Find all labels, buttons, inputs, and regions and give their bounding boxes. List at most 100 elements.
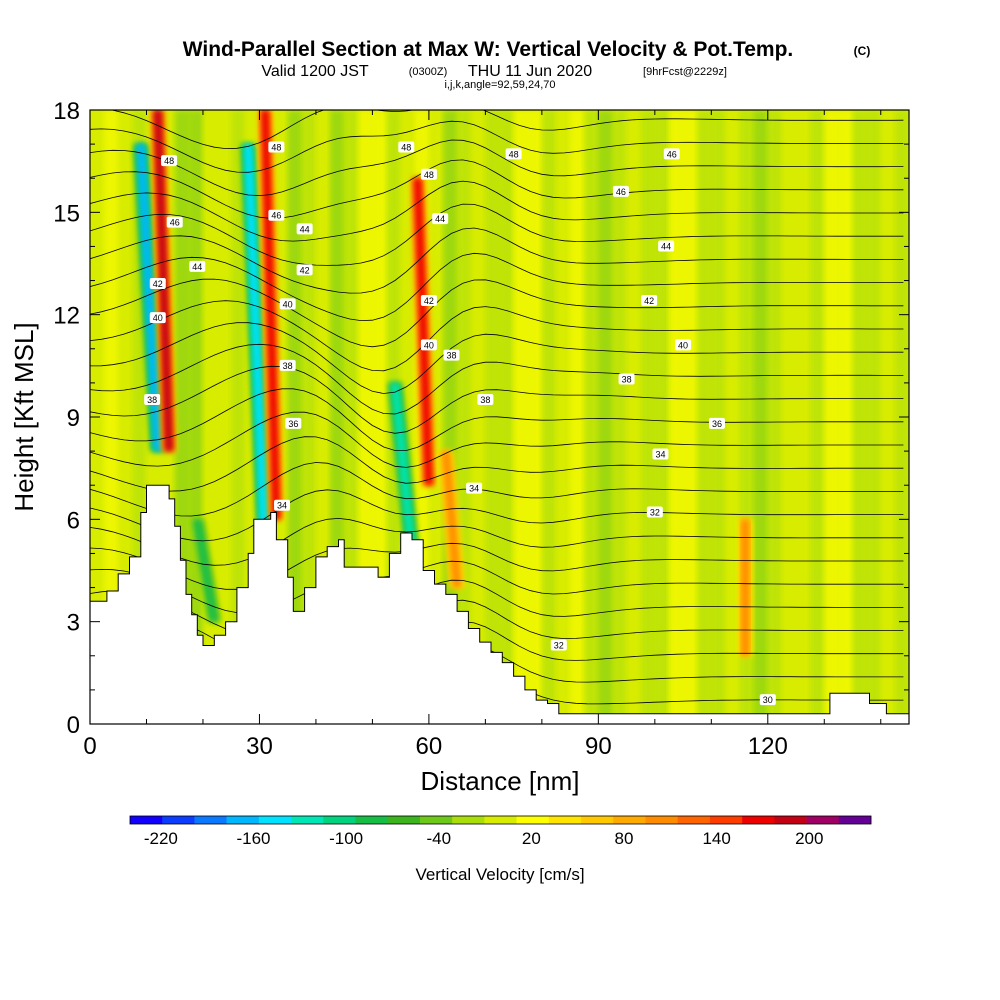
colorbar-tick-label: 20 bbox=[522, 829, 541, 848]
x-tick-label: 30 bbox=[246, 733, 273, 760]
isentrope-label: 40 bbox=[420, 339, 437, 351]
downdraft-core bbox=[193, 519, 219, 622]
isentrope-label-text: 42 bbox=[644, 296, 654, 306]
velocity-field: 48 46 44 42 40 38 48 46 44 42 40 38 36 34 48 48 44 42 40 38… bbox=[90, 110, 909, 724]
field-band bbox=[880, 110, 896, 724]
isentrope-label-text: 44 bbox=[192, 262, 202, 272]
isentrope-label-text: 44 bbox=[300, 224, 310, 234]
isentrope-label-text: 48 bbox=[164, 156, 174, 166]
isentrope-label: 38 bbox=[477, 393, 494, 405]
x-tick-label: 90 bbox=[585, 733, 612, 760]
updraft-core bbox=[741, 519, 750, 656]
updraft-core bbox=[441, 451, 462, 588]
isentrope-label: 36 bbox=[708, 417, 725, 429]
colorbar-swatch bbox=[484, 816, 517, 824]
colorbar-swatch bbox=[130, 816, 163, 824]
subtitle-indices: i,j,k,angle=92,59,24,70 bbox=[444, 79, 555, 91]
isentrope-label: 32 bbox=[646, 506, 663, 518]
potential-temperature-contours: 48 46 44 42 40 38 48 46 44 42 40 38 36 34 48 48 44 42 40 38… bbox=[90, 110, 904, 724]
isentrope-label: 42 bbox=[149, 277, 166, 289]
isentrope-label-text: 40 bbox=[153, 313, 163, 323]
isentrope-line bbox=[90, 343, 904, 415]
isentrope-label: 34 bbox=[466, 482, 483, 494]
isentrope-line bbox=[109, 110, 904, 150]
colorbar-swatch bbox=[742, 816, 775, 824]
colorbar-swatch bbox=[291, 816, 324, 824]
colorbar-swatch bbox=[355, 816, 389, 824]
field-band bbox=[781, 110, 797, 724]
isentrope-label-text: 42 bbox=[300, 265, 310, 275]
isentrope-line bbox=[90, 278, 904, 348]
isentrope-label-text: 42 bbox=[424, 296, 434, 306]
chart-title: Wind-Parallel Section at Max W: Vertical… bbox=[183, 38, 794, 61]
isentrope-label: 46 bbox=[612, 185, 629, 197]
colorbar-swatch bbox=[709, 816, 743, 824]
colorbar-swatch bbox=[645, 816, 678, 824]
y-tick-label: 6 bbox=[67, 507, 80, 534]
colorbar-tick-label: -220 bbox=[144, 829, 178, 848]
updraft-core bbox=[413, 178, 433, 486]
field-band bbox=[838, 110, 854, 724]
isentrope-line bbox=[90, 159, 904, 219]
isentrope-line bbox=[90, 180, 904, 242]
isentrope-label: 38 bbox=[144, 393, 161, 405]
isentrope-label-text: 42 bbox=[153, 279, 163, 289]
field-band bbox=[555, 110, 571, 724]
field-band bbox=[711, 110, 726, 724]
downdraft-core bbox=[136, 144, 162, 452]
x-tick-label: 0 bbox=[83, 733, 96, 760]
field-band bbox=[796, 110, 811, 724]
y-tick-label: 9 bbox=[67, 405, 80, 432]
isentrope-label-text: 40 bbox=[424, 340, 434, 350]
isentrope-line bbox=[90, 411, 904, 468]
isentrope-label: 42 bbox=[641, 295, 658, 307]
field-band bbox=[570, 110, 585, 724]
colorbar-swatch bbox=[548, 816, 582, 824]
colorbar-swatch bbox=[387, 816, 421, 824]
field-band bbox=[654, 110, 670, 724]
y-tick-label: 15 bbox=[53, 200, 80, 227]
isentrope-line bbox=[90, 388, 904, 451]
x-tick-label: 60 bbox=[416, 733, 443, 760]
isentrope-line bbox=[90, 120, 904, 173]
isentrope-line bbox=[90, 462, 904, 517]
isentrope-label-text: 30 bbox=[763, 695, 773, 705]
isentrope-label: 42 bbox=[420, 295, 437, 307]
isentrope-label: 40 bbox=[675, 339, 692, 351]
chart-subtitle: Valid 1200 JST bbox=[261, 63, 369, 80]
isentrope-label-text: 38 bbox=[480, 395, 490, 405]
field-band bbox=[683, 110, 698, 724]
colorbar-swatch bbox=[516, 816, 550, 824]
isentrope-label: 40 bbox=[149, 312, 166, 324]
isentrope-line bbox=[90, 365, 904, 434]
subtitle-forecast: [9hrFcst@2229z] bbox=[643, 66, 727, 78]
isentrope-label: 48 bbox=[268, 141, 285, 153]
field-band bbox=[668, 110, 684, 724]
isentrope-label-text: 38 bbox=[622, 374, 632, 384]
field-band bbox=[626, 110, 642, 724]
colorbar-tick-label: -40 bbox=[426, 829, 451, 848]
field-band bbox=[866, 110, 882, 724]
isentrope-label: 48 bbox=[398, 141, 415, 153]
isentrope-line bbox=[90, 542, 904, 590]
isentrope-label-text: 36 bbox=[288, 419, 298, 429]
isentrope-label: 46 bbox=[268, 209, 285, 221]
isentrope-label-text: 32 bbox=[650, 508, 660, 518]
colorbar-swatch bbox=[774, 816, 807, 824]
terrain-profile bbox=[90, 484, 909, 724]
subtitle-valid: Valid 1200 JST bbox=[261, 63, 369, 80]
isentrope-label: 30 bbox=[759, 694, 776, 706]
colorbar-swatch bbox=[806, 816, 840, 824]
copyright-mark: (C) bbox=[854, 44, 871, 58]
isentrope-label: 34 bbox=[274, 499, 291, 511]
colorbar-swatch bbox=[581, 816, 614, 824]
colorbar-swatch bbox=[452, 816, 485, 824]
isentrope-label: 36 bbox=[285, 417, 302, 429]
isentrope-label-text: 48 bbox=[401, 143, 411, 153]
colorbar-label: Vertical Velocity [cm/s] bbox=[415, 865, 584, 884]
field-band bbox=[810, 110, 825, 724]
field-band bbox=[541, 110, 557, 724]
colorbar-swatch bbox=[194, 816, 227, 824]
isentrope-line bbox=[90, 322, 904, 394]
